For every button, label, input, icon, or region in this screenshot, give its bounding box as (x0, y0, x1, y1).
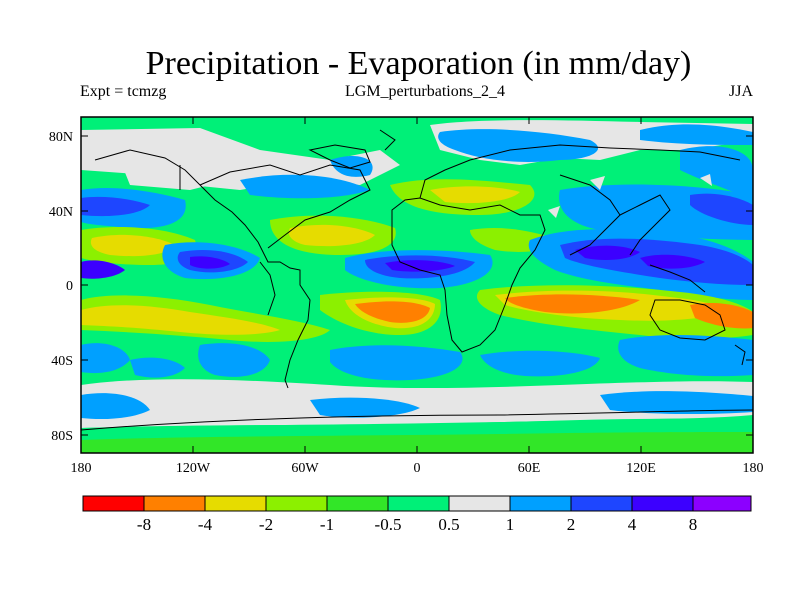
colorbar-label: -0.5 (375, 515, 402, 534)
lon-tick-label: 120E (626, 461, 656, 476)
colorbar-label: -8 (137, 515, 151, 534)
contour-field (81, 117, 753, 453)
lon-tick-label: 60E (518, 461, 541, 476)
season-label: JJA (728, 83, 753, 100)
lon-tick-label: 60W (291, 461, 319, 476)
lat-tick-label: 80S (51, 429, 73, 444)
lon-tick-label: 180 (71, 461, 92, 476)
lat-tick-label: 0 (66, 279, 73, 294)
lat-tick-label: 80N (49, 130, 73, 145)
colorbar: -8 -4 -2 -1 -0.5 0.5 1 2 4 8 (82, 495, 752, 534)
lat-tick-label: 40S (51, 354, 73, 369)
colorbar-label: 2 (567, 515, 576, 534)
plot-title: Precipitation - Evaporation (in mm/day) (145, 45, 692, 82)
colorbar-swatch (631, 495, 694, 512)
colorbar-swatch (509, 495, 572, 512)
colorbar-swatch (143, 495, 206, 512)
colorbar-label: 8 (689, 515, 698, 534)
lon-tick-label: 0 (414, 461, 421, 476)
run-label: LGM_perturbations_2_4 (345, 83, 505, 100)
experiment-label: Expt = tcmzg (80, 83, 167, 100)
lon-tick-label: 180 (743, 461, 764, 476)
colorbar-swatch (570, 495, 633, 512)
colorbar-label: 0.5 (438, 515, 459, 534)
colorbar-swatch (448, 495, 511, 512)
lon-tick-label: 120W (176, 461, 211, 476)
colorbar-swatch (692, 495, 752, 512)
colorbar-swatch (326, 495, 389, 512)
colorbar-swatch (265, 495, 328, 512)
axis-ticks (80, 117, 754, 453)
colorbar-label: 4 (628, 515, 637, 534)
colorbar-swatch (204, 495, 267, 512)
colorbar-label: -2 (259, 515, 273, 534)
coastlines (81, 129, 753, 431)
lat-tick-label: 40N (49, 205, 73, 220)
colorbar-swatch (82, 495, 145, 512)
colorbar-swatch (387, 495, 450, 512)
colorbar-label: 1 (506, 515, 515, 534)
colorbar-label: -1 (320, 515, 334, 534)
colorbar-label: -4 (198, 515, 213, 534)
